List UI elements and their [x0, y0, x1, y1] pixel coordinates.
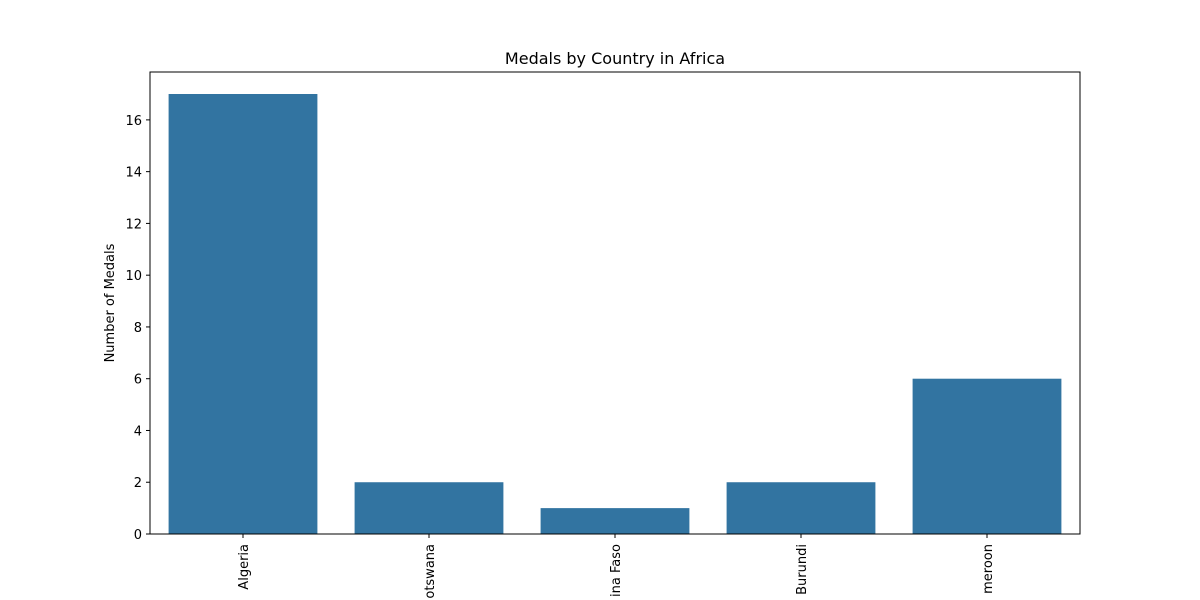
y-tick-label: 8 [134, 321, 142, 336]
bar-botswana [354, 482, 504, 534]
bar-algeria [168, 94, 318, 534]
y-tick-label: 6 [134, 373, 142, 388]
x-tick-label: otswana [423, 544, 438, 599]
x-tick-label: Algeria [237, 544, 252, 590]
y-tick-label: 4 [134, 424, 142, 439]
y-tick-label: 10 [125, 269, 142, 284]
y-axis-title: Number of Medals [103, 243, 118, 362]
y-tick-label: 2 [134, 476, 142, 491]
y-tick-label: 16 [125, 114, 142, 129]
x-tick-label: ina Faso [609, 544, 624, 597]
chart-title: Medals by Country in Africa [505, 49, 725, 68]
bar-burundi [726, 482, 876, 534]
x-tick-label: Burundi [795, 544, 810, 595]
x-tick-label: meroon [981, 544, 996, 594]
y-tick-label: 12 [125, 217, 142, 232]
bar-cameroon [912, 378, 1062, 534]
y-tick-label: 0 [134, 528, 142, 543]
y-tick-label: 14 [125, 166, 142, 181]
bars-group [168, 94, 1062, 534]
bar-burkina-faso [540, 508, 690, 534]
x-ticks-group: Algeria otswana ina Faso Burundi meroon [237, 534, 996, 599]
plot-frame [149, 71, 1081, 535]
y-ticks-group: 0 2 4 6 8 10 12 14 16 [125, 114, 150, 543]
